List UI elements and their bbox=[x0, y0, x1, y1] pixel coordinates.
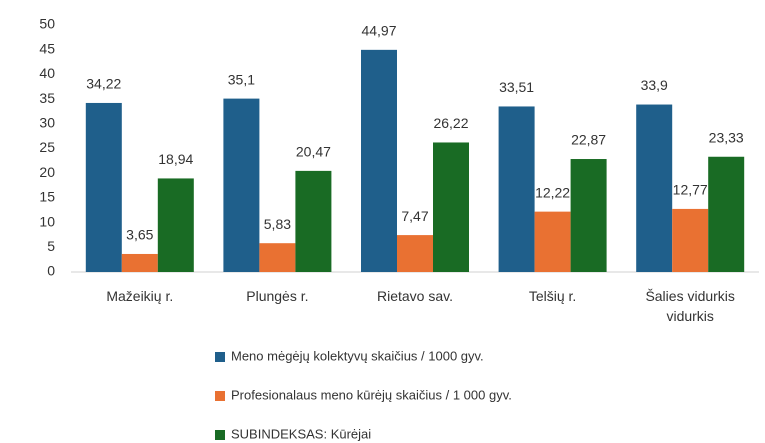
bar bbox=[361, 49, 397, 272]
x-tick-label: Telšių r. bbox=[528, 288, 577, 304]
legend-label: SUBINDEKSAS: Kūrėjai bbox=[231, 426, 371, 441]
bar bbox=[708, 156, 745, 272]
data-label: 3,65 bbox=[126, 227, 153, 243]
legend-swatch bbox=[215, 352, 225, 362]
legend-label: Profesionalaus meno kūrėjų skaičius / 1 … bbox=[231, 387, 512, 402]
data-label: 12,77 bbox=[673, 182, 708, 198]
data-label: 20,47 bbox=[296, 144, 331, 160]
y-tick-label: 15 bbox=[39, 189, 55, 205]
data-label: 34,22 bbox=[86, 76, 121, 92]
data-label: 12,22 bbox=[535, 184, 570, 200]
y-tick-label: 25 bbox=[39, 139, 55, 155]
y-tick-label: 0 bbox=[47, 263, 55, 279]
data-label: 35,1 bbox=[228, 71, 255, 87]
y-tick-label: 30 bbox=[39, 115, 55, 131]
data-label: 33,9 bbox=[641, 77, 668, 93]
x-tick-label: Šalies vidurkis vidurkis bbox=[645, 288, 735, 324]
y-tick-label: 35 bbox=[39, 90, 55, 106]
legend-label: Meno mėgėjų kolektyvų skaičius / 1000 gy… bbox=[231, 348, 484, 363]
bar bbox=[85, 102, 122, 272]
data-label: 5,83 bbox=[264, 216, 291, 232]
bar bbox=[121, 253, 158, 272]
data-label: 18,94 bbox=[158, 151, 193, 167]
bar bbox=[636, 104, 673, 272]
y-tick-label: 45 bbox=[39, 40, 55, 56]
data-label: 33,51 bbox=[499, 79, 534, 95]
bar bbox=[223, 98, 260, 272]
x-tick-label: Plungės r. bbox=[246, 288, 309, 304]
bar bbox=[534, 211, 571, 272]
y-tick-label: 5 bbox=[47, 238, 55, 254]
data-label: 44,97 bbox=[361, 23, 396, 39]
bar bbox=[498, 106, 535, 272]
bar bbox=[433, 142, 469, 272]
data-label: 7,47 bbox=[401, 208, 428, 224]
x-tick-label: Mažeikių r. bbox=[106, 288, 174, 304]
legend-swatch bbox=[215, 391, 225, 401]
bar bbox=[570, 159, 607, 272]
y-tick-label: 10 bbox=[39, 213, 55, 229]
bar bbox=[397, 235, 433, 272]
y-tick-label: 40 bbox=[39, 65, 55, 81]
bar bbox=[672, 208, 709, 272]
legend-swatch bbox=[215, 430, 225, 440]
data-label: 23,33 bbox=[709, 129, 744, 145]
x-tick-label: Rietavo sav. bbox=[377, 288, 453, 304]
bar bbox=[259, 243, 296, 272]
y-tick-label: 20 bbox=[39, 164, 55, 180]
bar bbox=[157, 178, 194, 272]
data-label: 22,87 bbox=[571, 132, 606, 148]
y-tick-label: 50 bbox=[39, 16, 55, 32]
bar bbox=[295, 170, 332, 272]
data-label: 26,22 bbox=[433, 115, 468, 131]
